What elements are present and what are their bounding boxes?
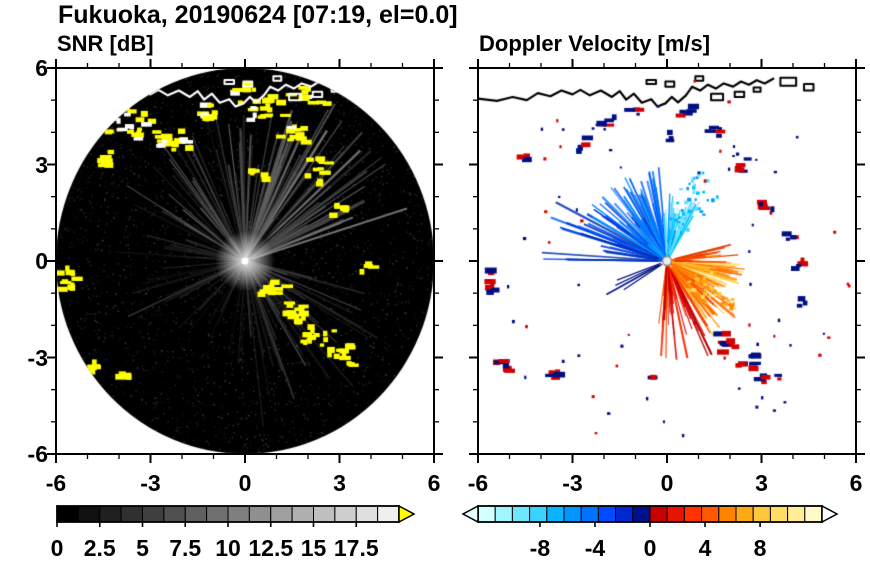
snr-y-tick-label: 3 <box>35 151 48 178</box>
snr-y-tick-label: -6 <box>27 441 48 467</box>
velocity-colorbar-label: -8 <box>529 535 551 561</box>
snr-colorbar-label: 5 <box>136 535 149 561</box>
velocity-colorbar-label: 0 <box>643 535 657 561</box>
snr-colorbar-label: 10 <box>215 535 241 561</box>
velocity-colorbar-label: 4 <box>698 535 712 561</box>
snr-colorbar <box>56 504 416 527</box>
snr-y-tick-label: -3 <box>27 344 48 371</box>
snr-x-tick-label: 0 <box>238 470 252 496</box>
snr-colorbar-label: 7.5 <box>169 535 202 561</box>
snr-x-tick-label: 3 <box>333 470 346 496</box>
velocity-ppi-image <box>478 68 856 454</box>
snr-colorbar-label: 15 <box>300 535 327 561</box>
snr-axes-frame <box>47 59 443 463</box>
velocity-x-tick-label: 0 <box>660 470 674 496</box>
snr-x-tick-label: 6 <box>427 470 441 496</box>
snr-colorbar-label: 2.5 <box>83 535 116 561</box>
snr-colorbar-label: 17.5 <box>333 535 379 561</box>
velocity-x-tick-label: 3 <box>755 470 768 496</box>
velocity-colorbar <box>461 504 839 527</box>
figure-title: Fukuoka, 20190624 [07:19, el=0.0] <box>58 1 458 29</box>
snr-panel-title: SNR [dB] <box>57 31 154 56</box>
velocity-axes-frame <box>469 59 865 463</box>
snr-y-tick-label: 0 <box>35 248 48 274</box>
velocity-panel-title: Doppler Velocity [m/s] <box>479 31 711 56</box>
snr-y-tick-label: 6 <box>35 55 48 81</box>
velocity-x-tick-label: -3 <box>562 470 583 496</box>
velocity-x-tick-label: 6 <box>849 470 863 496</box>
snr-x-tick-label: -3 <box>140 470 161 496</box>
snr-colorbar-label: 0 <box>50 535 64 561</box>
snr-ppi-image <box>56 68 434 454</box>
snr-colorbar-label: 12.5 <box>248 535 294 561</box>
velocity-colorbar-label: -4 <box>584 535 606 561</box>
velocity-colorbar-label: 8 <box>753 535 767 561</box>
snr-x-tick-label: -6 <box>45 470 67 496</box>
velocity-x-tick-label: -6 <box>467 470 489 496</box>
